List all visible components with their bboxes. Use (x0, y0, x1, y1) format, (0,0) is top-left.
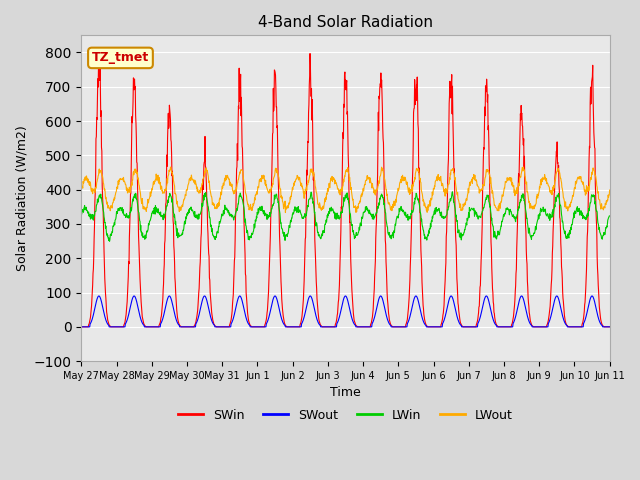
LWout (254, 184, 262, 190)
SWin (606, 324, 614, 330)
Line: SWin: SWin (81, 54, 610, 327)
Line: LWin: LWin (81, 192, 610, 241)
LWout (544, 180, 552, 186)
LWin (182, 216, 190, 222)
LWin (106, 239, 113, 244)
LWin (449, 189, 456, 195)
LWin (255, 206, 262, 212)
LWin (428, 217, 435, 223)
SWin (182, 324, 189, 330)
SWin (428, 324, 435, 330)
LWout (77, 186, 85, 192)
Legend: SWin, SWout, LWin, LWout: SWin, SWout, LWin, LWout (173, 404, 518, 427)
LWin (497, 223, 505, 229)
LWin (606, 213, 614, 219)
X-axis label: Time: Time (330, 386, 361, 399)
LWout (520, 164, 527, 170)
LWout (195, 190, 203, 196)
SWout (428, 324, 435, 330)
Y-axis label: Solar Radiation (W/m2): Solar Radiation (W/m2) (15, 125, 28, 271)
SWin (195, 289, 203, 295)
SWout (606, 324, 614, 330)
LWout (497, 201, 504, 206)
LWout (182, 192, 189, 198)
Line: LWout: LWout (81, 167, 610, 213)
LWin (544, 211, 552, 216)
LWout (606, 187, 614, 193)
SWin (497, 324, 504, 330)
SWin (254, 324, 262, 330)
SWout (182, 324, 190, 330)
LWout (428, 197, 435, 203)
SWin (543, 322, 551, 327)
SWout (195, 312, 203, 317)
SWout (95, 293, 103, 299)
SWin (306, 51, 314, 57)
Title: 4-Band Solar Radiation: 4-Band Solar Radiation (258, 15, 433, 30)
SWout (77, 324, 85, 330)
SWout (255, 324, 262, 330)
LWin (77, 211, 85, 217)
SWout (543, 324, 551, 330)
Text: TZ_tmet: TZ_tmet (92, 51, 149, 64)
Line: SWout: SWout (81, 296, 610, 327)
SWout (497, 324, 504, 330)
SWin (77, 324, 85, 330)
LWout (282, 210, 289, 216)
LWin (195, 213, 203, 218)
